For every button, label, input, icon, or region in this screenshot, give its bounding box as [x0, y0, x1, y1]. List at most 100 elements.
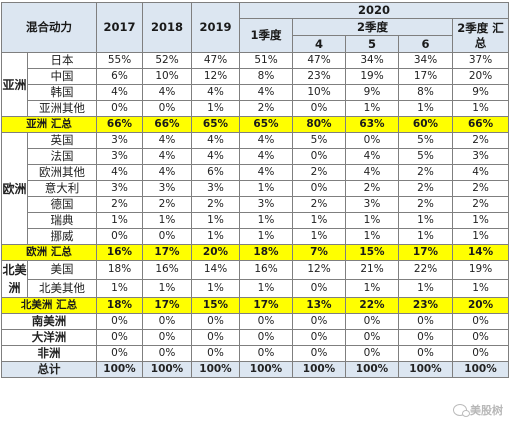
- region-value: 0%: [239, 345, 293, 362]
- country-value: 23%: [292, 68, 346, 85]
- region-value: 0%: [292, 345, 346, 362]
- country-value: 1%: [451, 278, 509, 298]
- country-value: 37%: [451, 52, 509, 69]
- country-value: 3%: [96, 180, 143, 197]
- country-label: 英国: [27, 132, 97, 149]
- grand-total-value: 100%: [191, 361, 240, 378]
- country-value: 1%: [96, 278, 143, 298]
- country-value: 0%: [96, 228, 143, 245]
- europe-subtotal-value: 17%: [398, 244, 453, 261]
- region-value: 0%: [239, 329, 293, 346]
- country-value: 0%: [345, 132, 399, 149]
- country-label: 亚洲其他: [27, 100, 97, 117]
- country-value: 4%: [96, 164, 143, 181]
- north-america-subtotal-value: 17%: [142, 297, 192, 314]
- table-row: 欧洲其他 4% 4% 6% 4% 2% 4% 2% 4%: [2, 164, 509, 181]
- region-value: 0%: [239, 313, 293, 330]
- country-value: 2%: [398, 196, 453, 213]
- europe-subtotal-label: 欧洲 汇总: [1, 244, 97, 261]
- country-value: 0%: [96, 100, 143, 117]
- country-value: 1%: [398, 278, 453, 298]
- region-label: 大洋洲: [1, 329, 97, 346]
- grand-total-label: 总计: [1, 361, 97, 378]
- country-value: 2%: [398, 164, 453, 181]
- country-value: 1%: [345, 278, 399, 298]
- country-value: 21%: [345, 260, 399, 280]
- country-value: 4%: [142, 148, 192, 165]
- region-value: 0%: [292, 329, 346, 346]
- europe-subtotal-value: 20%: [191, 244, 240, 261]
- country-value: 0%: [292, 180, 346, 197]
- north-america-subtotal-row: 北美洲 汇总 18% 17% 15% 17% 13% 22% 23% 20%: [1, 297, 509, 314]
- north-america-subtotal-value: 17%: [239, 297, 293, 314]
- table-row: 意大利 3% 3% 3% 1% 0% 2% 2% 2%: [2, 180, 509, 197]
- region-value: 0%: [451, 345, 509, 362]
- region-value: 0%: [398, 313, 453, 330]
- country-label: 日本: [27, 52, 97, 69]
- country-value: 6%: [191, 164, 240, 181]
- country-value: 1%: [398, 100, 453, 117]
- europe-subtotal-value: 14%: [451, 244, 509, 261]
- country-value: 5%: [398, 148, 453, 165]
- country-value: 1%: [451, 212, 509, 229]
- region-value: 0%: [191, 329, 240, 346]
- asia-subtotal-value: 60%: [398, 116, 453, 133]
- country-value: 1%: [239, 278, 293, 298]
- north-america-region-label: 北美洲: [1, 260, 28, 298]
- country-value: 1%: [239, 180, 293, 197]
- country-value: 4%: [345, 164, 399, 181]
- grand-total-value: 100%: [451, 361, 509, 378]
- country-value: 3%: [142, 180, 192, 197]
- country-value: 1%: [292, 212, 346, 229]
- country-value: 12%: [292, 260, 346, 280]
- country-value: 1%: [142, 278, 192, 298]
- grand-total-value: 100%: [292, 361, 346, 378]
- country-value: 3%: [96, 148, 143, 165]
- country-value: 4%: [142, 164, 192, 181]
- country-value: 2%: [292, 196, 346, 213]
- country-value: 1%: [345, 100, 399, 117]
- country-label: 韩国: [27, 84, 97, 101]
- grand-total-value: 100%: [239, 361, 293, 378]
- header-2018: 2018: [142, 2, 192, 53]
- header-2017: 2017: [96, 2, 143, 53]
- country-value: 14%: [191, 260, 240, 280]
- country-value: 1%: [191, 278, 240, 298]
- country-value: 12%: [191, 68, 240, 85]
- country-value: 2%: [239, 100, 293, 117]
- region-value: 0%: [142, 313, 192, 330]
- country-value: 34%: [345, 52, 399, 69]
- region-value: 0%: [398, 329, 453, 346]
- country-value: 10%: [292, 84, 346, 101]
- region-value: 0%: [191, 313, 240, 330]
- country-value: 4%: [191, 84, 240, 101]
- country-label: 瑞典: [27, 212, 97, 229]
- watermark-text: 美股树: [470, 404, 503, 417]
- wechat-icon: [453, 404, 470, 417]
- country-value: 4%: [451, 164, 509, 181]
- country-value: 5%: [292, 132, 346, 149]
- region-value: 0%: [96, 345, 143, 362]
- table-title: 混合动力: [1, 2, 97, 53]
- hybrid-share-table: 混合动力 2017 2018 2019 2020 1季度 2季度 2季度 汇总 …: [1, 2, 509, 378]
- country-value: 1%: [191, 212, 240, 229]
- country-value: 51%: [239, 52, 293, 69]
- country-value: 0%: [292, 100, 346, 117]
- grand-total-row: 总计 100% 100% 100% 100% 100% 100% 100% 100%: [1, 361, 509, 378]
- country-value: 2%: [451, 196, 509, 213]
- table-row: 北美洲 美国 18% 16% 14% 16% 12% 21% 22% 19%: [1, 260, 509, 298]
- country-value: 1%: [142, 212, 192, 229]
- region-value: 0%: [191, 345, 240, 362]
- region-value: 0%: [292, 313, 346, 330]
- asia-subtotal-value: 65%: [191, 116, 240, 133]
- europe-subtotal-value: 16%: [96, 244, 143, 261]
- country-value: 20%: [451, 68, 509, 85]
- table-row: 大洋洲 0% 0% 0% 0% 0% 0% 0% 0%: [1, 329, 509, 346]
- europe-subtotal-value: 7%: [292, 244, 346, 261]
- country-value: 4%: [345, 148, 399, 165]
- table-row: 瑞典 1% 1% 1% 1% 1% 1% 1% 1%: [2, 212, 509, 229]
- region-value: 0%: [345, 345, 399, 362]
- grand-total-value: 100%: [398, 361, 453, 378]
- asia-subtotal-row: 亚洲 汇总 66% 66% 65% 65% 80% 63% 60% 66%: [1, 116, 509, 133]
- header-month-4: 4: [292, 35, 346, 53]
